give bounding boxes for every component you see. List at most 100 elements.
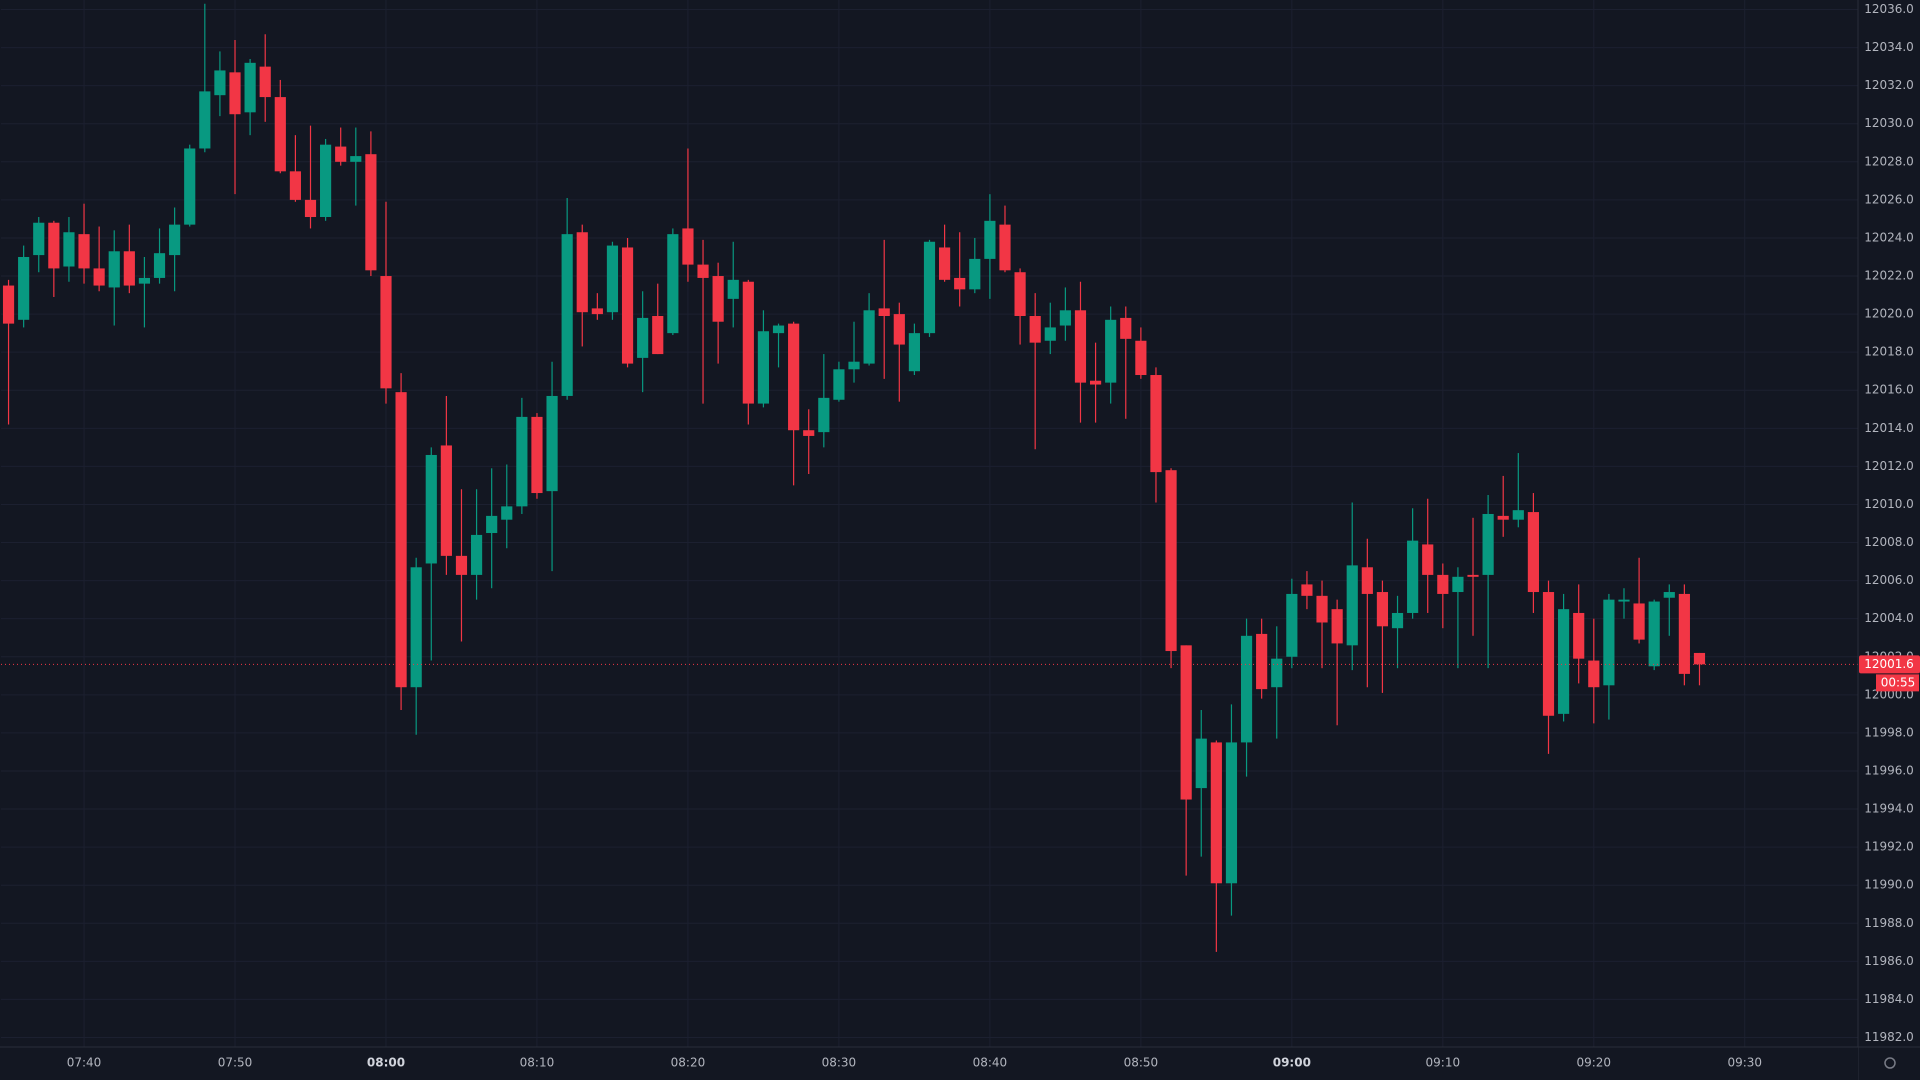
y-tick-label: 12028.0 — [1864, 154, 1914, 168]
candle-body — [304, 199, 317, 218]
x-tick-label: 07:50 — [218, 1056, 253, 1070]
candle-body — [1059, 310, 1071, 326]
candle-body — [1240, 635, 1253, 743]
candle-body — [561, 234, 573, 396]
candle-body — [591, 308, 603, 315]
y-tick-label: 11986.0 — [1864, 954, 1914, 968]
candle-body — [365, 154, 377, 271]
candle-body — [531, 416, 543, 494]
candle-body — [395, 392, 407, 688]
candle-body — [1120, 317, 1132, 339]
y-tick-label: 11992.0 — [1864, 840, 1914, 854]
candle-body — [1225, 742, 1238, 884]
candle-body — [2, 285, 15, 324]
candle-body — [1391, 612, 1404, 629]
countdown-badge — [1876, 674, 1919, 692]
y-tick-label: 12010.0 — [1864, 497, 1914, 511]
candle-body — [501, 506, 513, 520]
candle-body — [1210, 742, 1222, 884]
candle-body — [259, 66, 271, 98]
candle-body — [1467, 574, 1479, 577]
candle-body — [984, 220, 996, 259]
last-price-label: 12001.6 — [1864, 657, 1914, 671]
candle-body — [410, 567, 422, 688]
candle-body — [1165, 470, 1177, 652]
candle-body — [788, 323, 800, 431]
candle-body — [108, 251, 120, 288]
candle-body — [33, 222, 45, 256]
candle-body — [1663, 592, 1675, 598]
y-tick-label: 12008.0 — [1864, 535, 1914, 549]
candle-body — [1105, 319, 1117, 383]
candle-body — [486, 515, 498, 534]
candle-body — [712, 276, 724, 322]
candle-body — [893, 314, 905, 345]
candle-body — [1195, 738, 1207, 789]
y-tick-label: 12036.0 — [1864, 2, 1914, 16]
candle-body — [1301, 584, 1313, 596]
candle-body — [954, 277, 966, 290]
y-tick-label: 11990.0 — [1864, 878, 1914, 892]
x-tick-label: 09:00 — [1273, 1056, 1311, 1070]
price-axis-panel — [1858, 0, 1920, 1080]
y-tick-label: 11984.0 — [1864, 992, 1914, 1006]
candle-body — [576, 232, 588, 313]
candle-body — [637, 317, 649, 358]
candle-body — [1512, 510, 1524, 520]
candle-body — [63, 232, 75, 267]
candle-body — [184, 148, 196, 225]
candle-body — [1150, 375, 1162, 473]
x-tick-label: 08:00 — [367, 1056, 405, 1070]
candle-body — [1346, 565, 1358, 646]
candle-body — [1497, 515, 1509, 520]
settings-button[interactable] — [1884, 1057, 1896, 1069]
candle-body — [833, 369, 845, 400]
x-tick-label: 08:10 — [520, 1056, 555, 1070]
x-tick-label: 08:30 — [822, 1056, 857, 1070]
candle-body — [169, 224, 181, 256]
candle-body — [1422, 544, 1434, 575]
candle-body — [1648, 601, 1660, 667]
candle-body — [335, 146, 347, 162]
candle-body — [380, 276, 392, 389]
candle-body — [772, 325, 785, 334]
candle-body — [1256, 633, 1268, 690]
y-tick-label: 11996.0 — [1864, 763, 1914, 777]
candle-body — [214, 70, 226, 96]
candle-body — [863, 310, 875, 364]
x-tick-label: 08:20 — [671, 1056, 706, 1070]
candle-body — [1180, 645, 1192, 800]
candle-body — [878, 308, 890, 317]
y-tick-label: 12016.0 — [1864, 383, 1914, 397]
candle-body — [1029, 316, 1041, 343]
candle-body — [999, 224, 1011, 271]
candle-body — [1044, 327, 1056, 341]
candle-body — [153, 253, 166, 278]
candle-body — [18, 256, 30, 320]
candle-body — [138, 277, 151, 284]
y-tick-label: 12034.0 — [1864, 40, 1914, 54]
candle-body — [440, 445, 452, 556]
candle-body — [803, 430, 815, 436]
candle-body — [1603, 599, 1615, 686]
y-tick-label: 11988.0 — [1864, 916, 1914, 930]
candle-body — [1407, 540, 1419, 613]
candle-body — [1482, 513, 1494, 575]
candle-body — [350, 156, 362, 162]
candle-body — [923, 241, 936, 334]
y-tick-label: 12020.0 — [1864, 307, 1914, 321]
candle-body — [682, 228, 694, 265]
candle-body — [48, 222, 60, 269]
candle-body — [652, 316, 664, 355]
candle-body — [727, 279, 739, 299]
candle-body — [1074, 310, 1087, 383]
candle-body — [667, 234, 679, 334]
x-tick-label: 08:40 — [973, 1056, 1008, 1070]
y-tick-label: 11982.0 — [1864, 1030, 1914, 1044]
candle-body — [606, 245, 619, 313]
candle-body — [470, 534, 483, 575]
candle-body — [1633, 603, 1645, 640]
candle-body — [516, 416, 528, 507]
candle-body — [1089, 380, 1102, 385]
candle-body — [78, 234, 90, 269]
